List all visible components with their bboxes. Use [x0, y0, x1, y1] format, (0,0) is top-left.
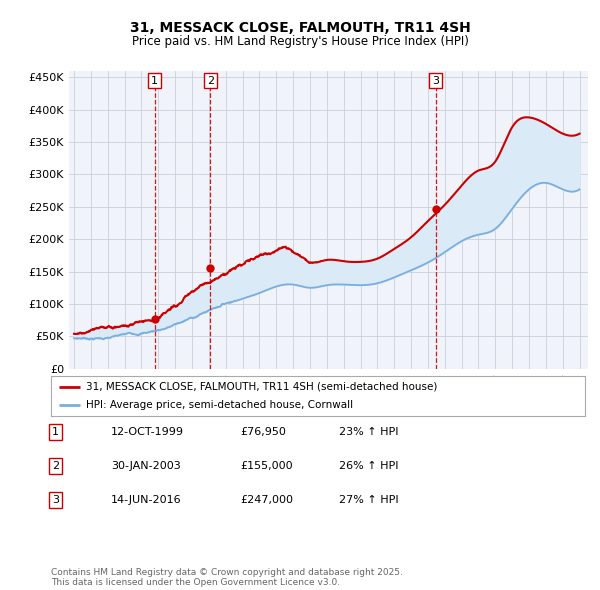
Text: 23% ↑ HPI: 23% ↑ HPI: [339, 427, 398, 437]
Text: 27% ↑ HPI: 27% ↑ HPI: [339, 496, 398, 505]
Text: 26% ↑ HPI: 26% ↑ HPI: [339, 461, 398, 471]
Text: 1: 1: [52, 427, 59, 437]
Text: £155,000: £155,000: [240, 461, 293, 471]
Text: 12-OCT-1999: 12-OCT-1999: [111, 427, 184, 437]
Text: HPI: Average price, semi-detached house, Cornwall: HPI: Average price, semi-detached house,…: [86, 399, 353, 409]
Text: Price paid vs. HM Land Registry's House Price Index (HPI): Price paid vs. HM Land Registry's House …: [131, 35, 469, 48]
Text: 14-JUN-2016: 14-JUN-2016: [111, 496, 182, 505]
Text: 3: 3: [52, 496, 59, 505]
Text: 31, MESSACK CLOSE, FALMOUTH, TR11 4SH: 31, MESSACK CLOSE, FALMOUTH, TR11 4SH: [130, 21, 470, 35]
Text: 31, MESSACK CLOSE, FALMOUTH, TR11 4SH (semi-detached house): 31, MESSACK CLOSE, FALMOUTH, TR11 4SH (s…: [86, 382, 437, 392]
Text: 3: 3: [432, 76, 439, 86]
Text: 30-JAN-2003: 30-JAN-2003: [111, 461, 181, 471]
Text: Contains HM Land Registry data © Crown copyright and database right 2025.
This d: Contains HM Land Registry data © Crown c…: [51, 568, 403, 587]
Text: 1: 1: [151, 76, 158, 86]
Text: 2: 2: [52, 461, 59, 471]
Text: 2: 2: [206, 76, 214, 86]
Text: £247,000: £247,000: [240, 496, 293, 505]
Text: £76,950: £76,950: [240, 427, 286, 437]
